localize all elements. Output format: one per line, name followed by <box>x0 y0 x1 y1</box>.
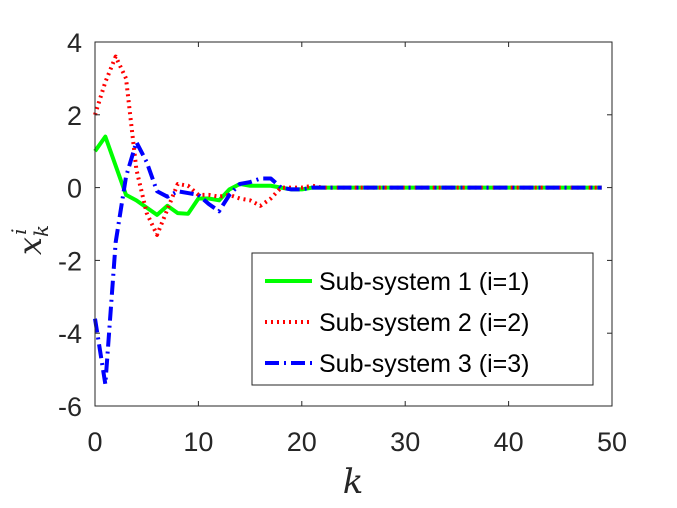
x-axis-label: k <box>343 462 364 502</box>
y-tick-label: 2 <box>67 101 82 131</box>
legend-label-3: Sub-system 3 (i=3) <box>319 350 530 378</box>
y-tick-label: -2 <box>58 246 82 276</box>
series-line-3 <box>93 140 602 387</box>
y-tick-label: 0 <box>67 174 82 204</box>
series-line-2 <box>93 54 602 237</box>
legend-box <box>251 252 594 386</box>
x-tick-label: 30 <box>390 427 420 457</box>
y-tick-label: -4 <box>58 319 82 349</box>
plot-frame <box>94 41 613 407</box>
y-axis-label-sup: i <box>7 229 31 235</box>
legend-label-2: Sub-system 2 (i=2) <box>319 309 530 337</box>
x-tick-label: 20 <box>287 427 317 457</box>
x-tick-label: 10 <box>183 427 213 457</box>
legend-label-1: Sub-system 1 (i=1) <box>319 268 530 296</box>
y-axis-label-base: x <box>11 237 49 255</box>
y-axis-label: xki <box>7 225 53 255</box>
axis-ticks: 0 10 20 30 40 50 -6 -4 -2 0 2 4 <box>58 28 627 457</box>
x-tick-label: 50 <box>597 427 627 457</box>
legend: Sub-system 1 (i=1) Sub-system 2 (i=2) Su… <box>251 252 594 386</box>
x-tick-label: 0 <box>87 427 102 457</box>
x-tick-label: 40 <box>494 427 524 457</box>
y-tick-label: 4 <box>67 28 82 58</box>
y-tick-label: -6 <box>58 392 82 422</box>
plot-series <box>93 54 602 387</box>
y-axis-label-sub: k <box>29 225 53 237</box>
